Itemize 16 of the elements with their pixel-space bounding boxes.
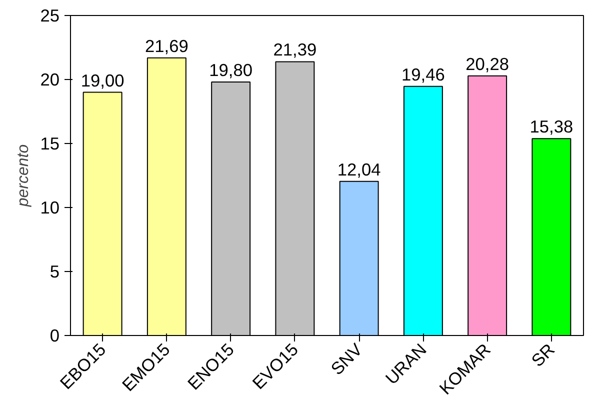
y-tick-label: 0 (50, 326, 60, 346)
y-tick-label: 25 (40, 6, 60, 26)
x-tick-label: SR (527, 339, 559, 371)
y-tick-label: 20 (40, 70, 60, 90)
y-tick-label: 5 (50, 262, 60, 282)
data-label: 15,38 (530, 116, 574, 137)
data-label: 20,28 (466, 54, 510, 74)
y-axis-title: percento (15, 144, 32, 208)
data-label: 12,04 (337, 159, 382, 180)
y-tick-label: 15 (40, 134, 60, 154)
data-label: 19,00 (80, 70, 124, 90)
data-label: 21,39 (273, 40, 317, 60)
data-label: 21,69 (145, 36, 188, 56)
y-tick-label: 10 (40, 198, 60, 218)
data-label: 19,80 (209, 60, 253, 80)
data-label: 19,46 (402, 64, 445, 84)
